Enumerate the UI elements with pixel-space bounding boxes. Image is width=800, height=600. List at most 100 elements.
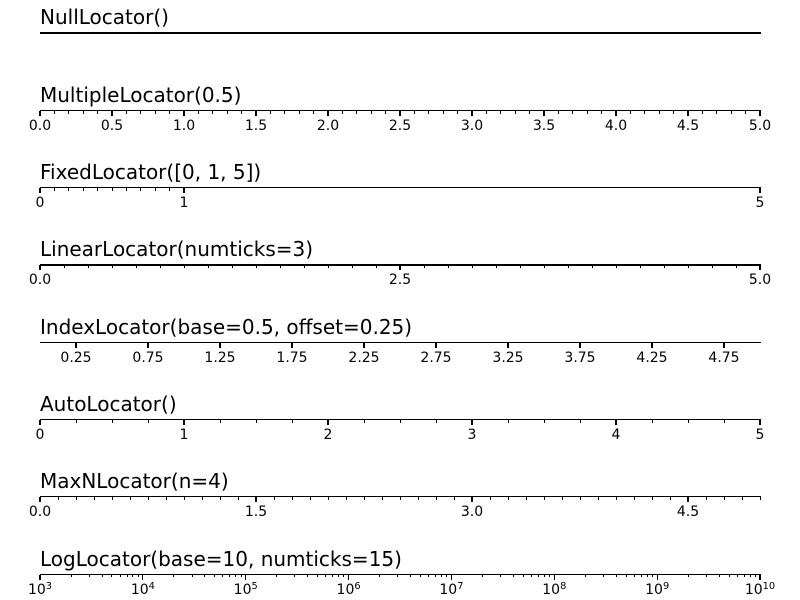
tick-label: 2 bbox=[323, 426, 333, 443]
minor-tick bbox=[529, 110, 530, 114]
minor-tick bbox=[512, 574, 514, 578]
tick-label: 5 bbox=[755, 195, 765, 212]
major-tick bbox=[471, 419, 473, 425]
tick-label: 3 bbox=[467, 426, 477, 443]
minor-tick bbox=[241, 110, 242, 114]
minor-tick bbox=[514, 110, 516, 114]
minor-tick bbox=[558, 110, 559, 114]
tick-label: 106 bbox=[336, 580, 361, 598]
minor-tick bbox=[327, 265, 329, 269]
minor-tick bbox=[284, 110, 286, 114]
minor-tick bbox=[687, 265, 689, 269]
minor-tick bbox=[82, 110, 84, 114]
x-axis-line bbox=[40, 32, 761, 34]
minor-tick bbox=[397, 574, 399, 578]
x-axis-line bbox=[40, 341, 761, 343]
minor-tick bbox=[495, 265, 497, 269]
major-tick bbox=[255, 497, 257, 503]
minor-tick bbox=[730, 110, 732, 114]
minor-tick bbox=[658, 110, 660, 114]
major-tick bbox=[399, 110, 401, 116]
tick-label: 1.0 bbox=[172, 117, 196, 134]
minor-tick bbox=[507, 497, 509, 501]
major-tick bbox=[759, 574, 761, 580]
minor-tick bbox=[584, 574, 586, 578]
minor-tick bbox=[601, 110, 602, 114]
minor-tick bbox=[471, 265, 473, 269]
minor-tick bbox=[705, 574, 707, 578]
tick-label: 4.5 bbox=[676, 117, 700, 134]
minor-tick bbox=[135, 265, 137, 269]
minor-tick bbox=[363, 497, 365, 501]
major-tick bbox=[471, 497, 473, 503]
minor-tick bbox=[147, 497, 149, 501]
minor-tick bbox=[428, 110, 430, 114]
minor-tick bbox=[586, 110, 588, 114]
minor-tick bbox=[165, 497, 167, 501]
minor-tick bbox=[500, 574, 501, 578]
minor-tick bbox=[723, 419, 725, 423]
minor-tick bbox=[54, 110, 55, 114]
minor-tick bbox=[307, 574, 309, 578]
minor-tick bbox=[276, 574, 278, 578]
minor-tick bbox=[154, 188, 156, 191]
minor-tick bbox=[525, 497, 527, 501]
minor-tick bbox=[70, 574, 72, 578]
major-tick bbox=[327, 419, 329, 425]
minor-tick bbox=[132, 574, 134, 578]
tick-label: 2.5 bbox=[388, 117, 412, 134]
minor-tick bbox=[97, 188, 98, 191]
minor-tick bbox=[201, 497, 203, 501]
tick-label: 103 bbox=[27, 580, 53, 598]
minor-tick bbox=[579, 497, 581, 501]
major-tick bbox=[142, 574, 144, 580]
tick-label: 0.0 bbox=[28, 504, 52, 521]
major-tick bbox=[759, 110, 761, 116]
axis-title: LinearLocator(numticks=3) bbox=[40, 237, 314, 262]
minor-tick bbox=[212, 110, 214, 114]
minor-tick bbox=[140, 110, 142, 114]
minor-tick bbox=[669, 497, 671, 501]
tick-label: 108 bbox=[542, 580, 567, 598]
major-tick bbox=[39, 497, 41, 503]
axis-title: AutoLocator() bbox=[40, 391, 177, 416]
minor-tick bbox=[237, 497, 239, 501]
minor-tick bbox=[543, 574, 545, 578]
minor-tick bbox=[82, 188, 84, 191]
minor-tick bbox=[687, 419, 689, 423]
minor-tick bbox=[399, 419, 401, 423]
minor-tick bbox=[191, 574, 193, 578]
tick-label: 2.75 bbox=[420, 349, 452, 366]
major-tick bbox=[39, 574, 41, 580]
tick-label: 3.0 bbox=[460, 504, 484, 521]
minor-tick bbox=[537, 574, 539, 578]
minor-tick bbox=[345, 497, 347, 501]
minor-tick bbox=[343, 574, 345, 578]
minor-tick bbox=[673, 110, 674, 114]
major-tick bbox=[435, 342, 437, 348]
major-tick bbox=[615, 419, 617, 425]
minor-tick bbox=[500, 110, 502, 114]
major-tick bbox=[615, 110, 617, 116]
minor-tick bbox=[111, 188, 113, 191]
minor-tick bbox=[379, 574, 380, 578]
major-tick bbox=[245, 574, 247, 580]
minor-tick bbox=[317, 574, 318, 578]
minor-tick bbox=[229, 574, 231, 578]
minor-tick bbox=[741, 497, 743, 501]
minor-tick bbox=[743, 574, 745, 578]
minor-tick bbox=[57, 497, 59, 501]
minor-tick bbox=[119, 574, 121, 578]
minor-tick bbox=[363, 419, 365, 423]
minor-tick bbox=[644, 110, 646, 114]
major-tick bbox=[183, 110, 185, 116]
x-axis-line bbox=[40, 496, 761, 498]
minor-tick bbox=[137, 574, 139, 578]
major-tick bbox=[363, 342, 365, 348]
minor-tick bbox=[723, 497, 725, 501]
axis-title: MultipleLocator(0.5) bbox=[40, 82, 242, 107]
